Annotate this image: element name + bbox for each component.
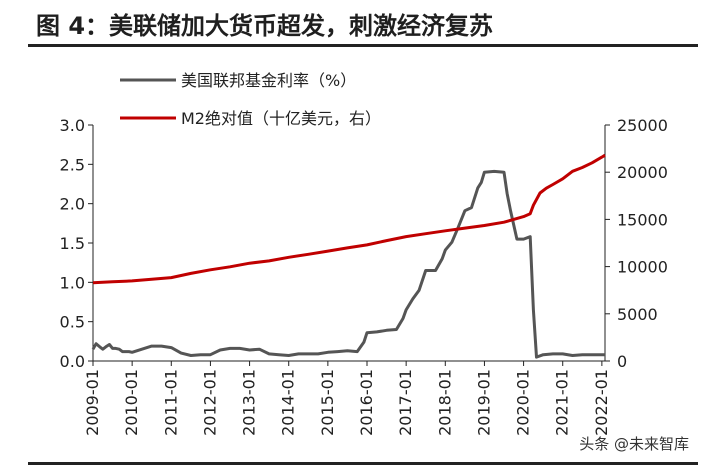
x-tick-label: 2015-01 — [318, 369, 337, 436]
x-tick-label: 2012-01 — [200, 369, 219, 436]
left-tick-label: 0.5 — [60, 313, 85, 332]
left-tick-label: 1.0 — [60, 273, 85, 292]
x-axis-ticks: 2009-01 2010-01 2011-01 2012-01 2013-01 2014-… — [83, 361, 611, 436]
left-tick-label: 2.5 — [60, 155, 85, 174]
series-group — [91, 153, 606, 359]
left-tick-label: 2.0 — [60, 195, 85, 214]
fed-funds-rate-line — [91, 169, 605, 359]
x-tick-label: 2016-01 — [357, 369, 376, 436]
m2-line — [92, 153, 606, 285]
x-tick-label: 2011-01 — [161, 369, 180, 436]
left-tick-label: 1.5 — [60, 234, 85, 253]
x-tick-label: 2017-01 — [396, 369, 415, 436]
right-tick-label: 20000 — [617, 163, 668, 182]
left-tick-label: 3.0 — [60, 116, 85, 135]
x-tick-label: 2021-01 — [553, 369, 572, 436]
legend-label-fed-rate: 美国联邦基金利率（%） — [181, 71, 356, 90]
x-tick-label: 2013-01 — [240, 369, 259, 436]
title-bar: 图 4：美联储加大货币超发，刺激经济复苏 — [0, 0, 701, 48]
x-tick-label: 2014-01 — [279, 369, 298, 436]
x-tick-label: 2019-01 — [474, 369, 493, 436]
x-tick-label: 2020-01 — [514, 369, 533, 436]
legend: 美国联邦基金利率（%） M2绝对值（十亿美元，右） — [120, 71, 381, 128]
watermark: 头条 @未来智库 — [579, 435, 689, 453]
right-tick-label: 15000 — [617, 210, 668, 229]
title-divider — [28, 44, 698, 47]
right-tick-label: 5000 — [617, 305, 658, 324]
right-axis-ticks: 0 5000 10000 15000 20000 25000 — [605, 116, 668, 371]
axes-group — [92, 125, 606, 362]
legend-label-m2: M2绝对值（十亿美元，右） — [181, 109, 381, 128]
x-tick-label: 2009-01 — [83, 369, 102, 436]
chart-title: 图 4：美联储加大货币超发，刺激经济复苏 — [36, 12, 494, 40]
right-tick-label: 10000 — [617, 258, 668, 277]
bottom-divider — [28, 462, 698, 465]
right-tick-label: 25000 — [617, 116, 668, 135]
left-tick-label: 0.0 — [60, 352, 85, 371]
x-tick-label: 2010-01 — [122, 369, 141, 436]
x-tick-label: 2018-01 — [435, 369, 454, 436]
right-tick-label: 0 — [617, 352, 627, 371]
x-tick-label: 2022-01 — [592, 369, 611, 436]
left-axis-ticks: 0.0 0.5 1.0 1.5 2.0 2.5 3.0 — [60, 116, 93, 371]
